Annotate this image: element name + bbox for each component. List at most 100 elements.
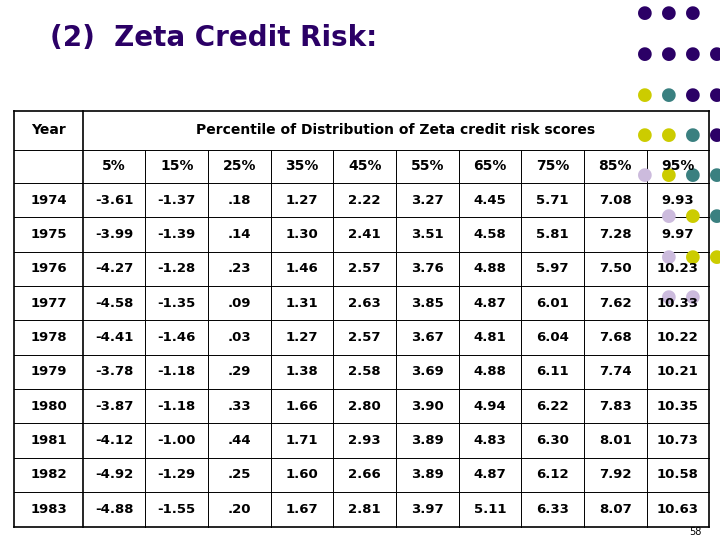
- Text: 1.71: 1.71: [286, 434, 318, 447]
- Text: 3.89: 3.89: [411, 469, 444, 482]
- Text: ●: ●: [708, 166, 720, 185]
- Text: ●: ●: [661, 247, 677, 266]
- Text: 3.27: 3.27: [411, 194, 444, 207]
- Text: 10.33: 10.33: [657, 297, 699, 310]
- Text: 1.27: 1.27: [286, 331, 318, 344]
- Text: 55%: 55%: [410, 159, 444, 173]
- Text: 7.83: 7.83: [599, 400, 631, 413]
- Text: 8.01: 8.01: [599, 434, 631, 447]
- Text: ●: ●: [637, 45, 653, 63]
- Text: 3.69: 3.69: [411, 366, 444, 379]
- Text: -1.39: -1.39: [158, 228, 196, 241]
- Text: 7.92: 7.92: [599, 469, 631, 482]
- Text: 4.45: 4.45: [474, 194, 506, 207]
- Text: 10.58: 10.58: [657, 469, 699, 482]
- Text: 4.94: 4.94: [474, 400, 506, 413]
- Text: 1.67: 1.67: [286, 503, 318, 516]
- Text: ●: ●: [708, 45, 720, 63]
- Text: 1983: 1983: [30, 503, 67, 516]
- Text: ●: ●: [661, 207, 677, 225]
- Text: 4.83: 4.83: [474, 434, 506, 447]
- Text: 3.76: 3.76: [411, 262, 444, 275]
- Text: 9.93: 9.93: [662, 194, 694, 207]
- Text: 1.30: 1.30: [286, 228, 318, 241]
- Text: 5.11: 5.11: [474, 503, 506, 516]
- Text: 1982: 1982: [30, 469, 67, 482]
- Text: (2)  Zeta Credit Risk:: (2) Zeta Credit Risk:: [50, 24, 378, 52]
- Text: ●: ●: [708, 207, 720, 225]
- Text: -1.18: -1.18: [158, 400, 196, 413]
- Text: ●: ●: [661, 166, 677, 185]
- Text: -3.61: -3.61: [95, 194, 133, 207]
- Text: 10.21: 10.21: [657, 366, 698, 379]
- Text: ●: ●: [661, 288, 677, 306]
- Text: 10.22: 10.22: [657, 331, 698, 344]
- Text: 10.35: 10.35: [657, 400, 699, 413]
- Text: 7.62: 7.62: [599, 297, 631, 310]
- Text: 4.58: 4.58: [474, 228, 506, 241]
- Text: ●: ●: [685, 45, 701, 63]
- Text: 4.88: 4.88: [474, 262, 506, 275]
- Text: ●: ●: [661, 45, 677, 63]
- Text: 5.81: 5.81: [536, 228, 569, 241]
- Text: 3.67: 3.67: [411, 331, 444, 344]
- Text: 75%: 75%: [536, 159, 570, 173]
- Text: 95%: 95%: [661, 159, 695, 173]
- Text: -1.18: -1.18: [158, 366, 196, 379]
- Text: ●: ●: [637, 4, 653, 23]
- Text: 2.22: 2.22: [348, 194, 381, 207]
- Text: ●: ●: [685, 126, 701, 144]
- Text: 2.80: 2.80: [348, 400, 381, 413]
- Text: Percentile of Distribution of Zeta credit risk scores: Percentile of Distribution of Zeta credi…: [197, 123, 595, 137]
- Text: ●: ●: [708, 85, 720, 104]
- Text: 2.66: 2.66: [348, 469, 381, 482]
- Text: 7.68: 7.68: [599, 331, 631, 344]
- Text: .33: .33: [228, 400, 251, 413]
- Text: 6.12: 6.12: [536, 469, 569, 482]
- Text: 25%: 25%: [222, 159, 256, 173]
- Text: 2.93: 2.93: [348, 434, 381, 447]
- Text: 1.27: 1.27: [286, 194, 318, 207]
- Text: 5%: 5%: [102, 159, 126, 173]
- Text: .25: .25: [228, 469, 251, 482]
- Text: -1.55: -1.55: [158, 503, 196, 516]
- Text: 2.57: 2.57: [348, 262, 381, 275]
- Text: 1.46: 1.46: [286, 262, 318, 275]
- Text: -4.12: -4.12: [95, 434, 133, 447]
- Text: ●: ●: [685, 85, 701, 104]
- Text: 5.97: 5.97: [536, 262, 569, 275]
- Text: 1.66: 1.66: [286, 400, 318, 413]
- Text: ●: ●: [685, 247, 701, 266]
- Text: .14: .14: [228, 228, 251, 241]
- Text: 1980: 1980: [30, 400, 67, 413]
- Text: ●: ●: [637, 85, 653, 104]
- Text: 1977: 1977: [30, 297, 67, 310]
- Text: 2.57: 2.57: [348, 331, 381, 344]
- Text: -1.28: -1.28: [158, 262, 196, 275]
- Text: 7.28: 7.28: [599, 228, 631, 241]
- Text: ●: ●: [708, 247, 720, 266]
- Text: 45%: 45%: [348, 159, 382, 173]
- Text: 7.08: 7.08: [599, 194, 631, 207]
- Text: 3.51: 3.51: [411, 228, 444, 241]
- Text: -3.87: -3.87: [95, 400, 133, 413]
- Text: 4.87: 4.87: [474, 469, 506, 482]
- Text: -4.41: -4.41: [95, 331, 133, 344]
- Text: .09: .09: [228, 297, 251, 310]
- Text: 8.07: 8.07: [599, 503, 631, 516]
- Text: ●: ●: [637, 166, 653, 185]
- Text: 1975: 1975: [30, 228, 67, 241]
- Text: 1.60: 1.60: [286, 469, 318, 482]
- Text: .03: .03: [228, 331, 251, 344]
- Text: 10.23: 10.23: [657, 262, 699, 275]
- Text: 3.85: 3.85: [411, 297, 444, 310]
- Text: ●: ●: [685, 4, 701, 23]
- Text: .18: .18: [228, 194, 251, 207]
- Text: ●: ●: [661, 4, 677, 23]
- Text: 6.30: 6.30: [536, 434, 569, 447]
- Text: 1979: 1979: [30, 366, 67, 379]
- Text: 6.04: 6.04: [536, 331, 569, 344]
- Text: ●: ●: [661, 85, 677, 104]
- Text: .23: .23: [228, 262, 251, 275]
- Text: 10.73: 10.73: [657, 434, 699, 447]
